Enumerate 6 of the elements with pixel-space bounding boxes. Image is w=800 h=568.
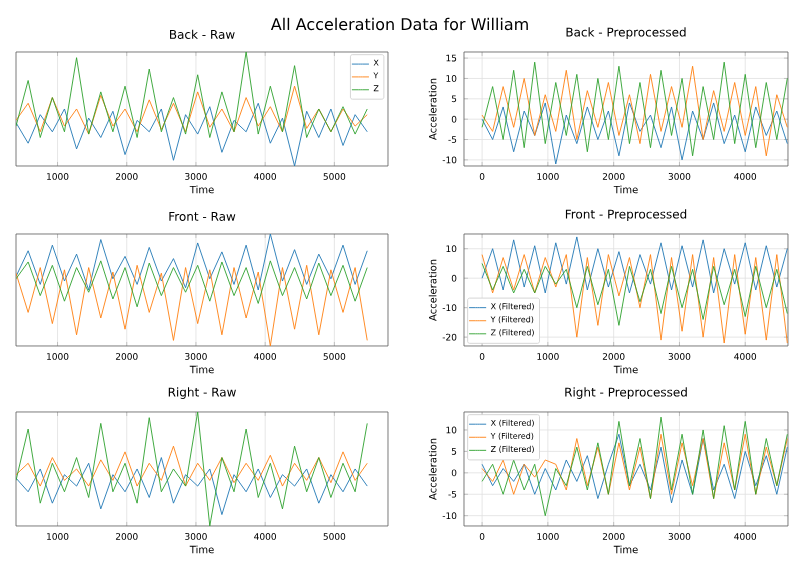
line-series [481, 236, 788, 294]
line-series [481, 416, 788, 517]
line-series [481, 263, 788, 326]
line-series [481, 254, 788, 344]
text: All Acceleration Data for William [270, 17, 528, 31]
line-series [481, 102, 788, 165]
